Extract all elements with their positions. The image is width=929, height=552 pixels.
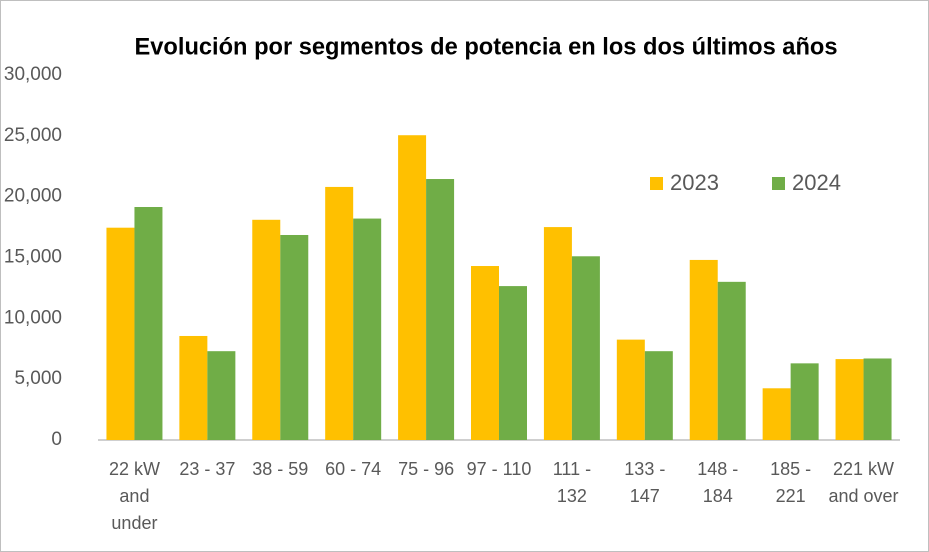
chart-title: Evolución por segmentos de potencia en l… — [135, 33, 838, 60]
x-tick-label: 38 - 59 — [252, 459, 308, 479]
x-tick-label: 221 kW and over — [829, 459, 899, 506]
bar — [353, 218, 382, 440]
legend-label: 2023 — [670, 170, 719, 195]
bar — [106, 227, 135, 440]
bar — [207, 351, 236, 440]
bar — [134, 207, 163, 440]
x-tick-label: 133 -147 — [624, 459, 665, 506]
bar — [644, 351, 673, 440]
bar — [252, 219, 281, 440]
x-tick-label: 23 - 37 — [179, 459, 235, 479]
bar — [543, 227, 572, 440]
bar — [689, 259, 718, 440]
bar — [426, 179, 455, 440]
bar — [835, 359, 864, 440]
bar — [571, 256, 600, 440]
y-tick-label: 15,000 — [4, 247, 62, 268]
y-tick-label: 10,000 — [4, 307, 62, 328]
bar — [325, 186, 354, 440]
bar — [762, 388, 791, 440]
y-tick-label: 20,000 — [4, 186, 62, 207]
x-tick-label: 60 - 74 — [325, 459, 381, 479]
legend-swatch — [650, 177, 663, 190]
bar — [471, 266, 499, 440]
bar — [717, 281, 746, 440]
y-tick-label: 0 — [51, 429, 62, 450]
bar — [863, 358, 892, 440]
x-tick-label: 22 kW and under — [109, 459, 160, 533]
bar — [616, 339, 645, 440]
x-tick-label: 75 - 96 — [398, 459, 454, 479]
legend-label: 2024 — [792, 170, 841, 195]
x-tick-label: 185 -221 — [770, 459, 811, 506]
x-tick-label: 111 -132 — [553, 459, 591, 506]
bar — [398, 135, 427, 440]
y-tick-label: 30,000 — [4, 64, 62, 85]
bar — [499, 286, 527, 440]
legend-swatch — [772, 177, 785, 190]
bar — [179, 335, 208, 440]
y-tick-label: 25,000 — [4, 125, 62, 146]
x-tick-label: 97 - 110 — [467, 459, 532, 479]
bar — [790, 363, 819, 440]
bar — [280, 234, 309, 440]
y-tick-label: 5,000 — [14, 368, 62, 389]
x-tick-label: 148 -184 — [697, 459, 738, 506]
